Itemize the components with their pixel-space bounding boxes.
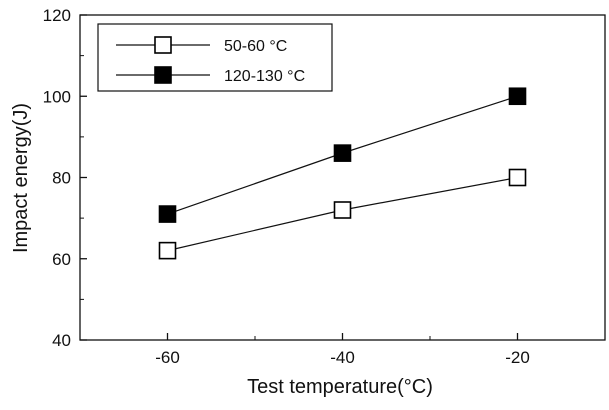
legend-marker xyxy=(154,66,172,84)
legend-marker xyxy=(154,36,172,54)
legend-label: 50-60 °C xyxy=(224,38,287,55)
data-point-series-1 xyxy=(333,201,352,219)
legend-label: 120-130 °C xyxy=(224,68,305,85)
y-tick-label: 80 xyxy=(52,169,71,188)
y-axis-label: Impact energy(J) xyxy=(10,103,32,253)
data-point-series-1 xyxy=(158,241,177,260)
axes-layer: 40 60 80 100 120 -60 -40 -20 xyxy=(43,6,606,367)
y-tick-label: 60 xyxy=(52,250,71,269)
x-tick-label: -40 xyxy=(330,348,355,367)
y-tick-label: 120 xyxy=(43,6,71,25)
data-point-series-2 xyxy=(508,87,527,106)
data-point-series-1 xyxy=(508,168,527,187)
data-point-series-2 xyxy=(333,144,352,162)
data-point-series-2 xyxy=(158,205,177,223)
x-tick-label: -60 xyxy=(155,348,180,367)
y-tick-label: 100 xyxy=(43,87,71,106)
y-tick-label: 40 xyxy=(52,331,71,350)
legend: 50-60 °C 120-130 °C xyxy=(97,23,333,92)
legend-box xyxy=(97,23,333,92)
series-layer xyxy=(158,87,527,260)
x-tick-label: -20 xyxy=(505,348,530,367)
x-axis-label: Test temperature(°C) xyxy=(247,376,433,398)
